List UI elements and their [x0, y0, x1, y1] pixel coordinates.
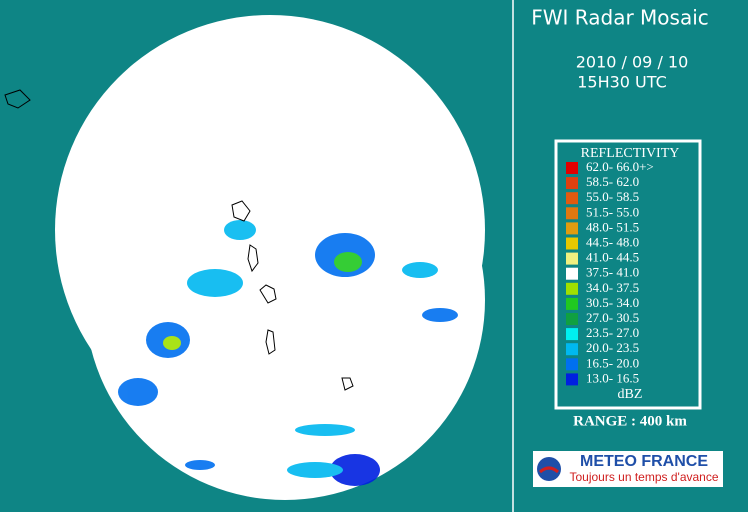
legend-label: 20.0- 23.5 — [586, 340, 639, 355]
echo — [287, 462, 343, 478]
legend-swatch — [566, 207, 578, 220]
logo-slogan: Toujours un temps d'avance — [569, 470, 718, 484]
coastlines — [4, 89, 354, 391]
echo — [334, 252, 362, 272]
legend-swatch — [566, 252, 578, 265]
coverage-circle — [85, 100, 485, 500]
legend-swatch — [566, 313, 578, 325]
legend-label: 41.0- 44.5 — [586, 250, 639, 265]
logo-icon-stripe — [539, 466, 559, 474]
title: FWI Radar Mosaic — [531, 6, 709, 30]
range: RANGE : 400 km — [573, 413, 687, 429]
island — [341, 377, 354, 391]
echo — [163, 336, 181, 350]
island — [265, 329, 276, 355]
legend-label: 34.0- 37.5 — [586, 280, 639, 295]
island — [247, 244, 259, 273]
echo — [402, 262, 438, 278]
legend-swatch — [566, 282, 578, 295]
legend-label: 30.5- 34.0 — [586, 295, 639, 310]
time: 15H30 UTC — [577, 73, 667, 92]
legend-swatch — [566, 358, 578, 371]
logo: METEO FRANCE Toujours un temps d'avance — [533, 451, 723, 487]
legend-label: 16.5- 20.0 — [586, 355, 639, 370]
legend-label: 62.0- 66.0+> — [586, 159, 654, 174]
legend-label: 51.5- 55.0 — [586, 204, 639, 219]
legend-swatch — [566, 237, 578, 250]
legend-swatch — [566, 328, 578, 341]
legend-label: 23.5- 27.0 — [586, 325, 639, 340]
legend-label: 27.0- 30.5 — [586, 310, 639, 325]
echo — [118, 378, 158, 406]
legend-swatch — [566, 162, 578, 174]
legend-label: 58.5- 62.0 — [586, 174, 639, 189]
echo — [224, 220, 256, 240]
legend-label: 44.5- 48.0 — [586, 234, 639, 249]
legend-swatch — [566, 267, 578, 280]
echo — [422, 308, 458, 322]
legend-swatch — [566, 343, 578, 356]
echo — [295, 424, 355, 436]
legend-label: 55.0- 58.5 — [586, 189, 639, 204]
legend-swatch — [566, 177, 578, 190]
legend-items: 62.0- 66.0+>58.5- 62.055.0- 58.551.5- 55… — [566, 159, 654, 386]
island — [231, 200, 251, 222]
echo — [330, 454, 380, 486]
legend-swatch — [566, 373, 578, 386]
echo — [185, 460, 215, 470]
island — [259, 284, 277, 304]
legend-box — [554, 139, 702, 410]
logo-background — [533, 451, 723, 487]
date: 2010 / 09 / 10 — [576, 53, 689, 72]
legend-swatch — [566, 222, 578, 235]
legend-label: 37.5- 41.0 — [586, 265, 639, 280]
legend-swatch — [566, 297, 578, 310]
echo — [187, 269, 243, 297]
legend-unit: dBZ — [618, 387, 643, 402]
legend-title: REFLECTIVITY — [581, 146, 680, 161]
legend-swatch — [566, 192, 578, 205]
echoes — [118, 220, 458, 486]
island — [4, 89, 31, 109]
legend-label: 48.0- 51.5 — [586, 219, 639, 234]
logo-name: METEO FRANCE — [580, 453, 708, 470]
legend-label: 13.0- 16.5 — [586, 370, 639, 385]
